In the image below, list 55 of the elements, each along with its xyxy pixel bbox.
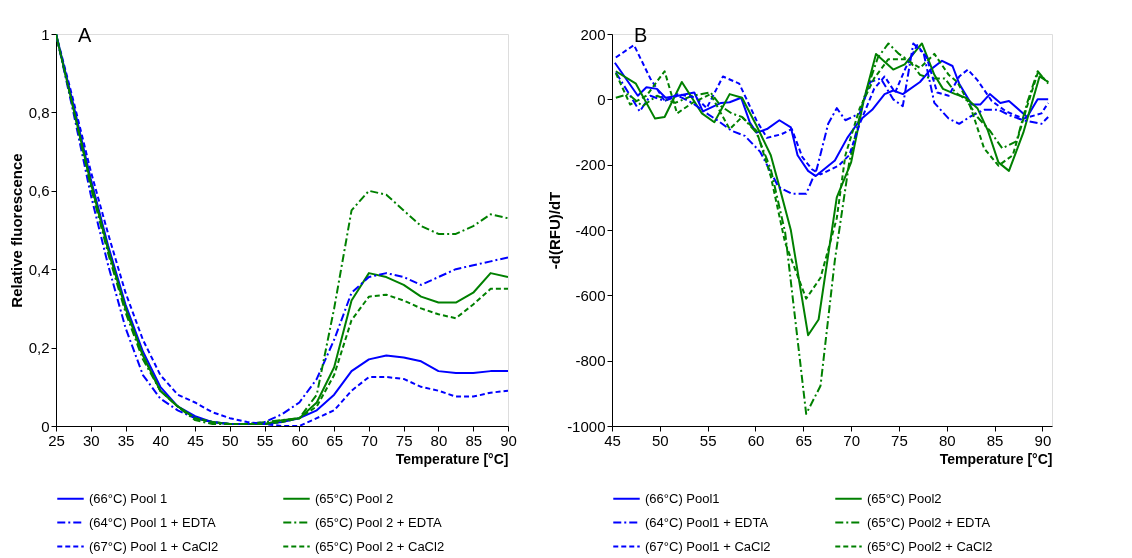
legend-label: (65°C) Pool 2 + CaCl2	[315, 538, 445, 554]
x-tick-label: 50	[651, 431, 669, 449]
x-tick-label: 75	[891, 431, 908, 449]
x-tick-label: 85	[986, 431, 1004, 449]
y-tick-label: 0,2	[28, 339, 50, 357]
x-tick-label: 65	[795, 431, 813, 449]
legend-label: (65°C) Pool2 + EDTA	[867, 514, 991, 530]
x-tick-label: 60	[291, 431, 309, 449]
chart-title: A	[78, 24, 92, 46]
legend-label: (64°C) Pool 1 + EDTA	[89, 514, 217, 530]
x-tick-label: 40	[152, 431, 170, 449]
x-tick-label: 70	[843, 431, 860, 449]
x-tick-label: 55	[699, 431, 717, 449]
x-axis-title: Temperature [°C]	[939, 450, 1053, 467]
x-tick-label: 80	[938, 431, 956, 449]
x-tick-label: 30	[82, 431, 100, 449]
y-tick-label: 0	[597, 90, 606, 108]
y-tick-label: 0,6	[28, 182, 50, 200]
legend-label: (67°C) Pool1 + CaCl2	[645, 538, 771, 554]
y-tick-label: -200	[575, 156, 606, 174]
y-axis-title: Relative fluorescence	[7, 153, 25, 308]
x-tick-label: 45	[604, 431, 621, 449]
x-tick-label: 90	[500, 431, 517, 449]
x-tick-label: 55	[256, 431, 274, 449]
y-tick-label: -600	[575, 286, 606, 304]
legend-label: (64°C) Pool1 + EDTA	[645, 514, 769, 530]
y-tick-label: 1	[41, 25, 50, 43]
x-tick-label: 70	[361, 431, 378, 449]
x-tick-label: 35	[117, 431, 135, 449]
x-axis-title: Temperature [°C]	[395, 450, 509, 467]
x-tick-label: 75	[395, 431, 413, 449]
x-tick-label: 25	[48, 431, 65, 449]
x-tick-label: 80	[430, 431, 448, 449]
legend-label: (67°C) Pool 1 + CaCl2	[89, 538, 219, 554]
legend-label: (66°C) Pool 1	[89, 490, 168, 506]
y-tick-label: 0,4	[28, 260, 50, 278]
y-tick-label: -1000	[567, 417, 606, 435]
legend-label: (65°C) Pool 2 + EDTA	[315, 514, 443, 530]
chart-title: B	[634, 24, 648, 46]
y-tick-label: 0,8	[28, 103, 50, 121]
x-tick-label: 85	[465, 431, 483, 449]
legend-label: (65°C) Pool2 + CaCl2	[867, 538, 993, 554]
legend-label: (66°C) Pool1	[645, 490, 720, 506]
y-axis-title: -d(RFU)/dT	[546, 191, 564, 270]
x-tick-label: 50	[222, 431, 239, 449]
y-tick-label: 0	[41, 417, 50, 435]
legend-label: (65°C) Pool 2	[315, 490, 394, 506]
x-tick-label: 45	[187, 431, 204, 449]
x-tick-label: 60	[747, 431, 765, 449]
x-tick-label: 90	[1034, 431, 1052, 449]
legend-label: (65°C) Pool2	[867, 490, 942, 506]
x-tick-label: 65	[326, 431, 343, 449]
y-tick-label: -400	[575, 221, 606, 239]
y-tick-label: -800	[575, 352, 606, 370]
y-tick-label: 200	[580, 25, 606, 43]
